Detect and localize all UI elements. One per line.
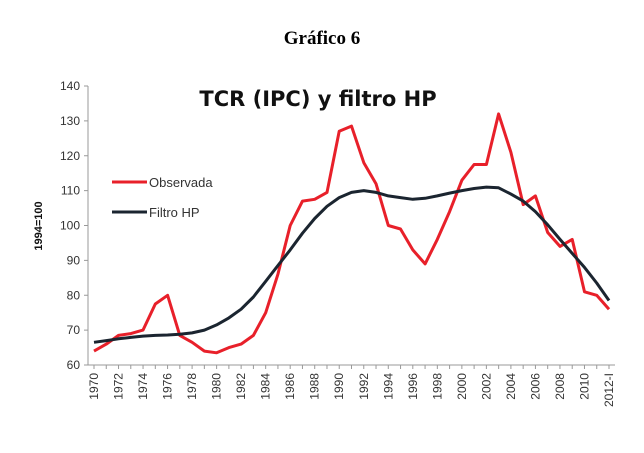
x-tick-label: 2012-I — [602, 373, 616, 407]
figure-title: Gráfico 6 — [283, 28, 361, 49]
x-tick-label: 1984 — [259, 373, 273, 400]
x-tick-label: 2006 — [528, 373, 542, 400]
y-tick-label: 130 — [60, 114, 80, 128]
x-tick-label: 1988 — [308, 373, 322, 400]
x-tick-label: 1970 — [87, 373, 101, 400]
legend-label: Filtro HP — [149, 205, 200, 220]
x-tick-label: 1976 — [161, 373, 175, 400]
x-tick-label: 2000 — [455, 373, 469, 400]
x-tick-label: 1972 — [112, 373, 126, 400]
x-tick-label: 1986 — [283, 373, 297, 400]
y-tick-label: 60 — [67, 358, 81, 372]
y-axis-label: 1994=100 — [33, 201, 45, 250]
y-tick-label: 80 — [67, 288, 81, 302]
x-tick-label: 2008 — [553, 373, 567, 400]
y-tick-label: 120 — [60, 149, 80, 163]
x-tick-label: 1992 — [357, 373, 371, 400]
y-tick-label: 70 — [67, 323, 81, 337]
series-line-observada — [93, 112, 611, 355]
y-tick-label: 90 — [67, 253, 81, 267]
x-tick-label: 1978 — [185, 373, 199, 400]
x-tick-label: 1998 — [430, 373, 444, 400]
x-tick-label: 1994 — [381, 373, 395, 400]
x-tick-label: 1990 — [332, 373, 346, 400]
chart-title: TCR (IPC) y filtro HP — [199, 87, 436, 111]
series-line-filtro-hp — [93, 185, 611, 344]
y-tick-label: 100 — [60, 219, 80, 233]
x-tick-label: 1974 — [136, 373, 150, 400]
legend-label: Observada — [149, 175, 213, 190]
x-tick-label: 2010 — [577, 373, 591, 400]
x-tick-label: 2002 — [479, 373, 493, 400]
y-tick-label: 140 — [60, 79, 80, 93]
x-tick-label: 1982 — [234, 373, 248, 400]
y-tick-label: 110 — [61, 184, 80, 198]
x-tick-label: 2004 — [504, 373, 518, 400]
x-tick-label: 1980 — [210, 373, 224, 400]
x-tick-label: 1996 — [406, 373, 420, 400]
